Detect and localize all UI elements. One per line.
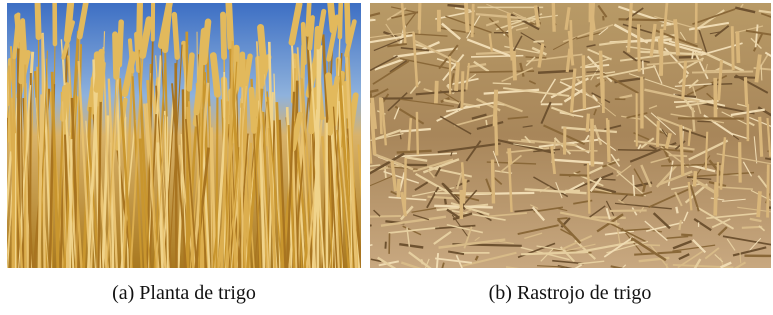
- page: {"figure": {"subfigures": [ {"label": "(…: [0, 0, 773, 310]
- texture-stroke: [216, 94, 217, 270]
- texture-stroke: [657, 121, 658, 147]
- texture-stroke: [30, 73, 31, 270]
- texture-stroke: [115, 34, 116, 76]
- texture-stroke: [70, 139, 71, 270]
- texture-stroke: [694, 171, 695, 186]
- texture-stroke: [509, 148, 510, 164]
- texture-stroke: [721, 165, 722, 190]
- texture-stroke: [252, 90, 254, 131]
- texture-stroke: [447, 5, 464, 7]
- texture-stroke: [436, 81, 437, 103]
- texture-stroke: [737, 31, 738, 63]
- texture-stroke: [588, 163, 589, 213]
- texture-stroke: [421, 259, 423, 264]
- texture-stroke: [676, 207, 677, 213]
- texture-stroke: [347, 1, 348, 42]
- texture-stroke: [618, 150, 657, 151]
- texture-stroke: [760, 117, 762, 157]
- texture-stroke: [4, 118, 7, 270]
- texture-stroke: [419, 0, 420, 34]
- texture-stroke: [681, 125, 683, 176]
- texture-stroke: [758, 191, 760, 217]
- texture-stroke: [496, 116, 497, 155]
- texture-stroke: [571, 20, 572, 52]
- texture-stroke: [768, 164, 769, 217]
- texture-stroke: [340, 1, 341, 38]
- texture-stroke: [0, 104, 8, 270]
- subfigure-caption: (b) Rastrojo de trigo: [489, 282, 652, 304]
- texture-stroke: [715, 182, 716, 216]
- texture-stroke: [745, 77, 746, 106]
- texture-stroke: [681, 235, 692, 236]
- texture-stroke: [229, 0, 231, 47]
- texture-stroke: [493, 83, 511, 84]
- texture-stroke: [619, 19, 665, 20]
- texture-stroke: [638, 24, 639, 71]
- caption-text: Planta de trigo: [139, 282, 256, 304]
- texture-stroke: [472, 4, 473, 37]
- texture-stroke: [302, 46, 303, 77]
- texture-stroke: [587, 114, 588, 132]
- texture-stroke: [223, 15, 224, 57]
- texture-stroke: [661, 41, 662, 76]
- texture-stroke: [706, 132, 707, 170]
- texture-stroke: [329, 0, 333, 30]
- texture-stroke: [463, 179, 465, 203]
- texture-stroke: [643, 61, 644, 75]
- texture-stroke: [740, 252, 741, 263]
- texture-stroke: [380, 97, 381, 134]
- texture-stroke: [176, 63, 177, 270]
- texture-stroke: [1, 140, 7, 270]
- texture-stroke: [514, 51, 515, 80]
- texture-stroke: [692, 72, 753, 73]
- caption-text: Rastrojo de trigo: [517, 282, 651, 304]
- texture-stroke: [696, 0, 697, 43]
- texture-stroke: [492, 160, 493, 204]
- subfigure-caption: (a) Planta de trigo: [112, 282, 256, 304]
- texture-stroke: [669, 155, 687, 156]
- texture-stroke: [533, 41, 543, 42]
- texture-stroke: [174, 15, 177, 58]
- figure: (a) Planta de trigo (b) Rastrojo de trig…: [0, 0, 773, 310]
- texture-stroke: [583, 55, 584, 109]
- texture-stroke: [717, 162, 718, 197]
- texture-stroke: [417, 112, 418, 155]
- texture-stroke: [740, 142, 741, 182]
- texture-stroke: [732, 26, 733, 70]
- texture-stroke: [553, 2, 554, 31]
- texture-stroke: [21, 43, 22, 82]
- texture-stroke: [261, 27, 265, 70]
- subfigure-label: (b): [489, 282, 512, 304]
- texture-stroke: [130, 40, 132, 71]
- texture-stroke: [456, 62, 458, 91]
- texture-stroke: [398, 179, 399, 197]
- texture-stroke: [213, 56, 217, 95]
- texture-stroke: [689, 130, 690, 146]
- texture-stroke: [119, 22, 121, 65]
- texture-stroke: [139, 0, 140, 47]
- texture-stroke: [37, 0, 38, 37]
- subfigure-label: (a): [112, 282, 134, 304]
- texture-stroke: [204, 22, 208, 62]
- texture-stroke: [310, 18, 313, 49]
- texture-stroke: [761, 65, 762, 81]
- texture-stroke: [462, 71, 463, 108]
- texture-stroke: [560, 175, 591, 176]
- texture-stroke: [189, 55, 192, 89]
